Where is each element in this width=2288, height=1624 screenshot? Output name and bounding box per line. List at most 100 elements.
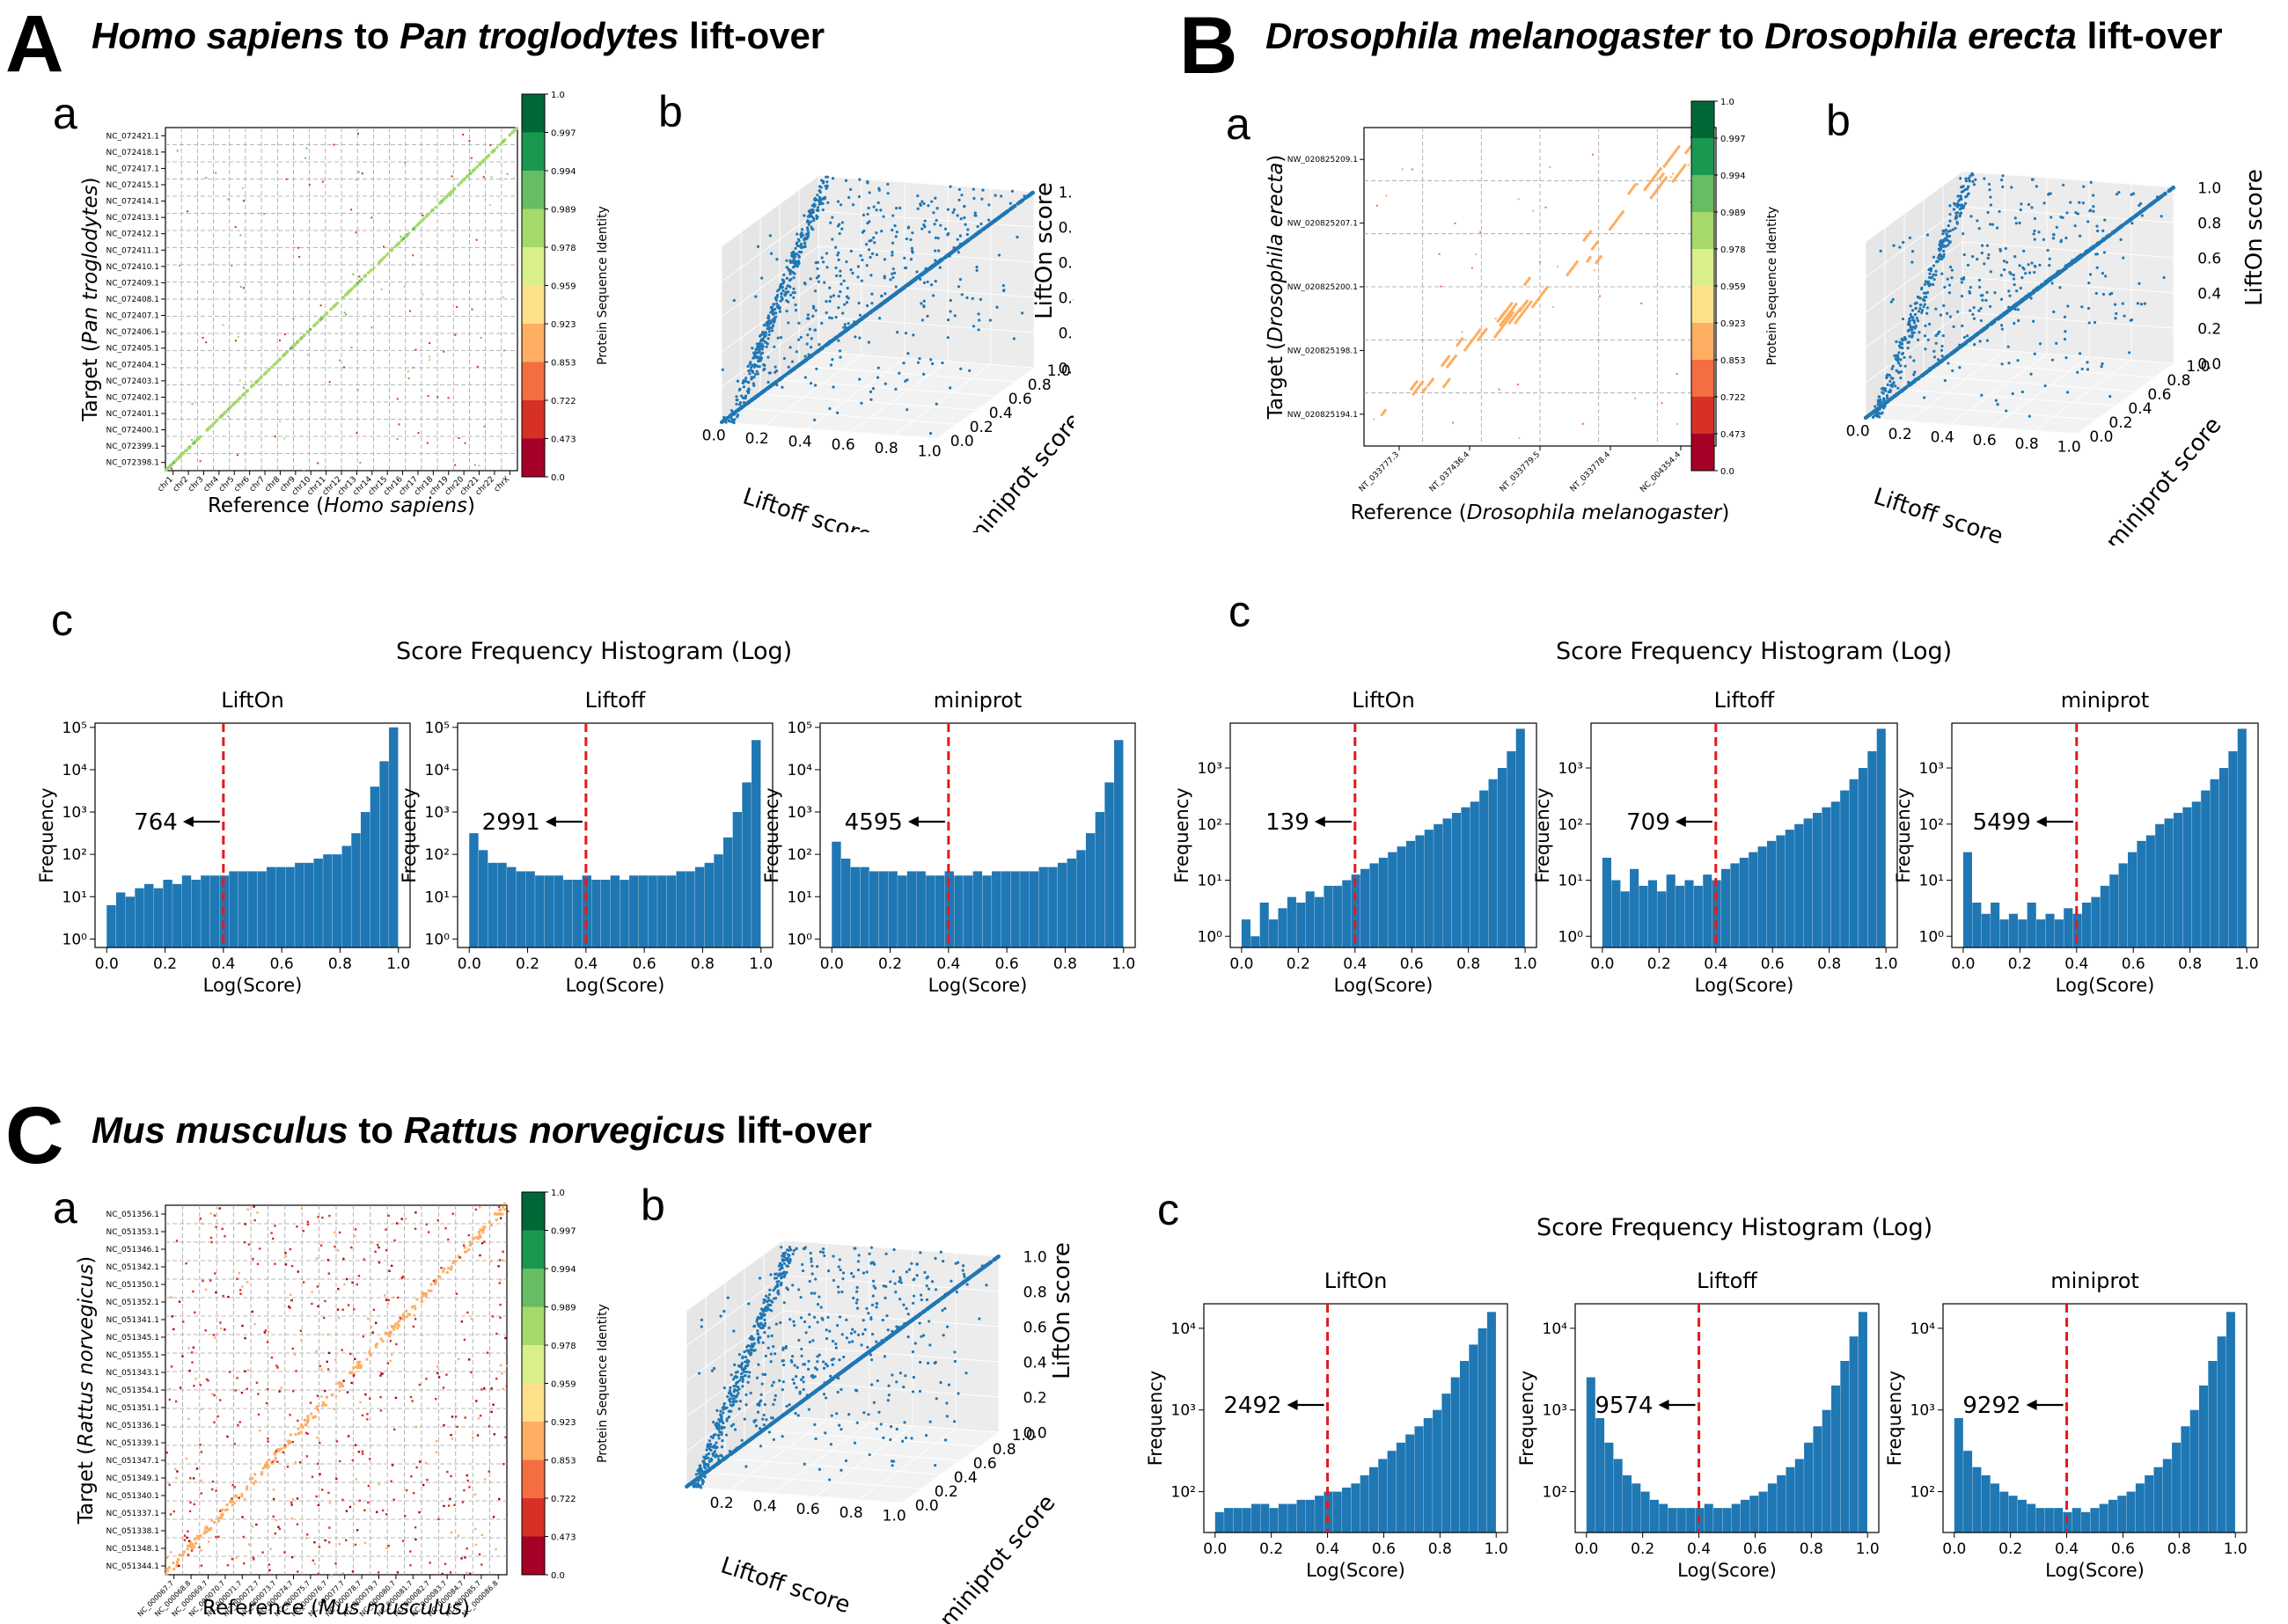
point <box>2065 211 2069 215</box>
dot <box>315 1407 319 1410</box>
point <box>765 345 768 348</box>
point <box>2078 352 2082 355</box>
point <box>1932 349 1936 353</box>
dot <box>358 275 361 278</box>
dot <box>355 231 357 234</box>
dot <box>459 180 463 184</box>
point <box>1983 262 1986 266</box>
dot <box>297 246 299 249</box>
dot <box>1643 166 1663 192</box>
point <box>2074 211 2078 215</box>
dot <box>454 1259 458 1262</box>
point <box>1979 306 1983 311</box>
dot <box>365 1357 369 1361</box>
point <box>1959 212 1962 216</box>
dot <box>1440 355 1451 368</box>
colorbar-tick-label: 0.473 <box>1720 430 1746 440</box>
dot <box>495 1212 498 1216</box>
point <box>842 329 847 334</box>
dot <box>305 331 309 334</box>
point <box>2143 302 2146 305</box>
point <box>811 216 816 220</box>
point <box>979 222 983 226</box>
point <box>1920 311 1924 315</box>
dot <box>1499 301 1514 320</box>
dot <box>457 1255 460 1258</box>
dot <box>209 1528 212 1532</box>
3d-grid-line <box>818 175 1035 193</box>
3d-grid-line <box>798 365 1016 383</box>
point <box>839 269 842 273</box>
3d-grid-line <box>893 364 992 435</box>
point <box>2139 303 2144 306</box>
dot <box>306 1417 310 1421</box>
point <box>813 289 818 293</box>
point <box>840 221 844 224</box>
point <box>775 302 779 305</box>
dot <box>305 1421 309 1424</box>
z-axis-label: LiftOn score <box>2241 169 2268 306</box>
y-tick-label: 10² <box>425 846 450 864</box>
point <box>1030 190 1035 195</box>
point <box>1936 332 1940 336</box>
dot <box>357 1362 361 1365</box>
point <box>1979 294 1983 297</box>
dot <box>241 187 244 189</box>
point <box>1938 330 1941 333</box>
dot <box>298 255 301 258</box>
hist-bar <box>1867 750 1877 947</box>
dot <box>374 1345 378 1349</box>
point <box>2091 245 2094 249</box>
point <box>1879 249 1882 252</box>
point <box>1967 192 1970 195</box>
dot <box>478 465 480 467</box>
point <box>831 358 834 362</box>
point <box>2019 286 2022 290</box>
point <box>2086 368 2090 371</box>
point <box>934 196 937 200</box>
point <box>1962 189 1965 193</box>
dot <box>473 1236 477 1240</box>
point <box>936 237 940 240</box>
x-tick-label: 0.2 <box>153 955 177 973</box>
dot <box>515 127 518 130</box>
point <box>775 258 779 261</box>
dot <box>343 311 346 314</box>
point <box>858 313 862 317</box>
y-tick-label: 0.2 <box>2108 414 2132 432</box>
point <box>845 301 849 304</box>
point <box>1928 367 1932 370</box>
hist-bar <box>135 888 144 947</box>
y-tick-label: NC_072398.1 <box>106 459 159 468</box>
point <box>1940 255 1944 259</box>
title-suffix-B: lift-over <box>2086 15 2223 56</box>
point <box>1931 366 1934 369</box>
point <box>1903 355 1906 359</box>
x-tick-label: chr1 <box>157 475 175 494</box>
point <box>795 242 798 245</box>
point <box>2046 248 2050 252</box>
x-tick-label: 0.4 <box>1704 955 1727 973</box>
point <box>1947 230 1950 233</box>
point <box>1969 215 1973 218</box>
hist-bar <box>1020 871 1030 947</box>
dot <box>165 468 168 472</box>
point <box>806 333 810 337</box>
point <box>782 273 786 276</box>
point <box>1896 386 1900 390</box>
y-tick-label: NC_072415.1 <box>106 181 159 190</box>
dot <box>370 216 373 219</box>
point <box>1891 297 1895 302</box>
hist-bar <box>181 875 192 947</box>
y-tick-label: 0.8 <box>2167 372 2190 390</box>
hist-bar <box>1114 740 1124 947</box>
point <box>2019 208 2022 212</box>
y-axis-label: Frequency <box>761 787 782 883</box>
point <box>1909 312 1912 317</box>
point <box>2034 289 2037 292</box>
dot <box>372 1308 376 1312</box>
dot <box>398 1324 401 1328</box>
point <box>839 289 842 294</box>
3d-grid-line <box>2034 360 2132 431</box>
point <box>1917 338 1920 341</box>
